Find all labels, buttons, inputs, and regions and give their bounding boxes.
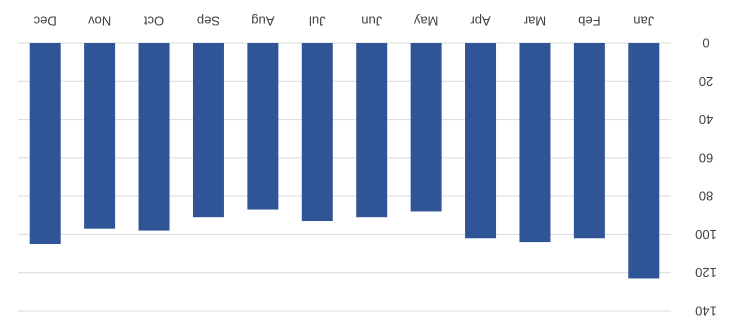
bar-mar xyxy=(519,43,551,243)
y-tick-label: 100 xyxy=(695,227,717,242)
x-category-label-oct: Oct xyxy=(144,14,165,29)
bar-feb xyxy=(573,43,605,239)
bar-nov xyxy=(84,43,116,229)
bar-jun xyxy=(356,43,388,218)
x-category-label-aug: Aug xyxy=(251,14,274,29)
x-category-label-mar: Mar xyxy=(523,14,546,29)
y-tick-label: 120 xyxy=(695,265,717,280)
y-tick-label: 20 xyxy=(699,74,713,89)
bar-oct xyxy=(138,43,170,231)
bar-may xyxy=(410,43,442,212)
bar-dec xyxy=(29,43,61,244)
x-category-label-sep: Sep xyxy=(197,14,220,29)
y-axis-ticks: 0 20 40 60 80 100 120 140 xyxy=(695,36,717,319)
bar-jul xyxy=(301,43,333,222)
x-category-label-jun: Jun xyxy=(361,14,382,29)
bar-apr xyxy=(465,43,497,239)
x-category-label-apr: Apr xyxy=(470,14,491,29)
x-category-label-may: May xyxy=(413,14,438,29)
y-tick-label: 80 xyxy=(699,189,713,204)
gridlines xyxy=(18,42,671,312)
y-tick-label: 0 xyxy=(702,36,709,51)
bar-jan xyxy=(628,43,660,279)
bar-sep xyxy=(192,43,224,218)
y-tick-label: 140 xyxy=(695,304,717,319)
x-category-label-jul: Jul xyxy=(309,14,326,29)
bars xyxy=(29,43,660,279)
y-tick-label: 60 xyxy=(699,150,713,165)
y-tick-label: 40 xyxy=(699,112,713,127)
x-category-label-dec: Dec xyxy=(33,14,57,29)
x-category-label-feb: Feb xyxy=(578,14,600,29)
bar-aug xyxy=(247,43,279,210)
x-category-label-nov: Nov xyxy=(88,14,112,29)
x-axis-categories: Jan Feb Mar Apr May Jun Jul Aug Sep Oct Nov Dec xyxy=(33,14,654,29)
x-category-label-jan: Jan xyxy=(633,14,654,29)
